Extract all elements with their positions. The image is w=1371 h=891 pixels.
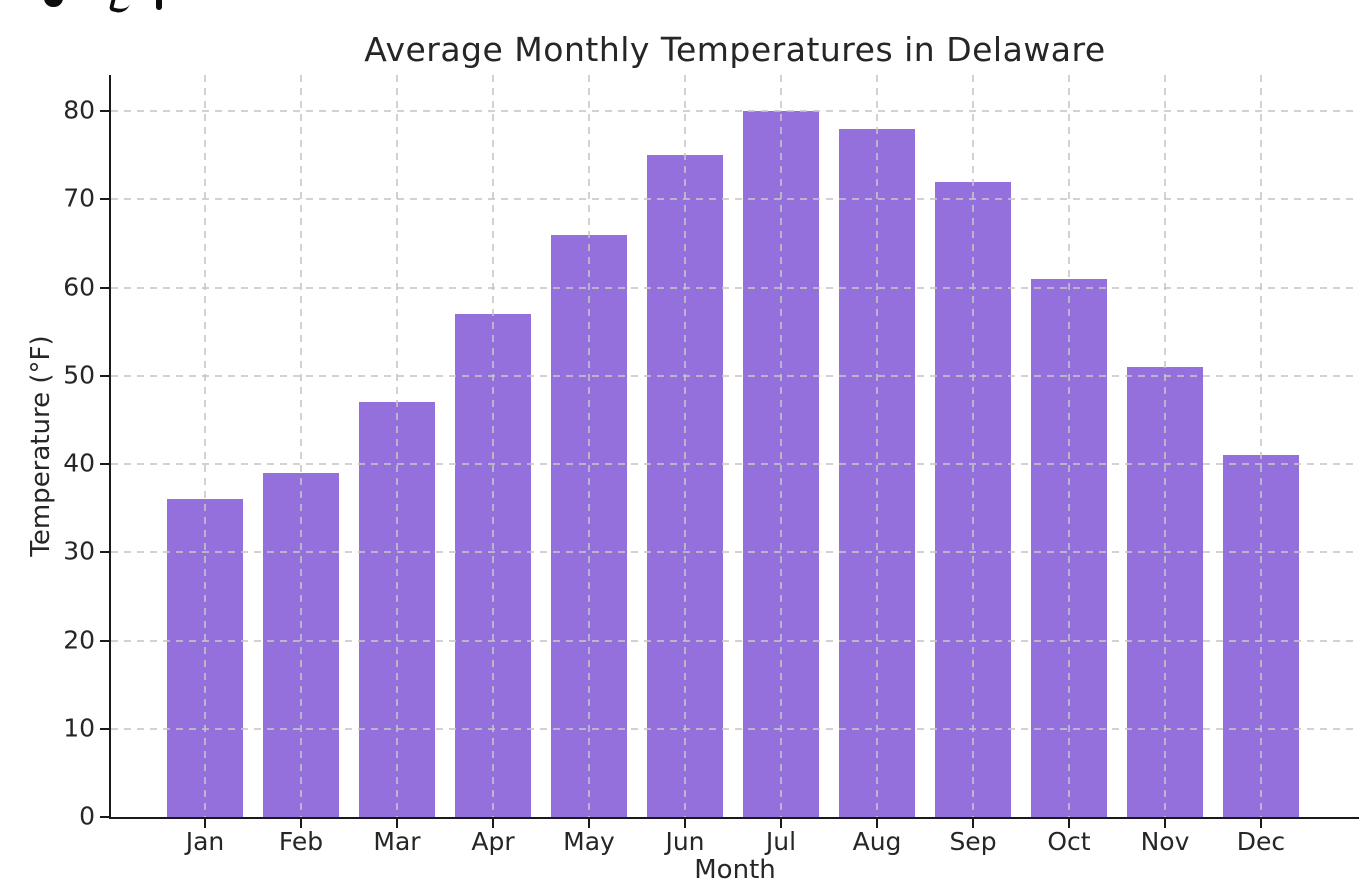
y-axis-spine [109, 75, 111, 819]
y-tick-label-50: 50 [63, 360, 95, 390]
y-tick-40 [100, 463, 109, 466]
y-axis-label: Temperature (°F) [26, 335, 56, 557]
gridline-h-70 [111, 198, 1359, 201]
x-tick-label-oct: Oct [1047, 827, 1091, 856]
x-tick-apr [492, 819, 494, 828]
y-tick-10 [100, 727, 109, 730]
gridline-v-jun [684, 75, 686, 817]
gridline-h-30 [111, 551, 1359, 554]
x-axis-label: Month [694, 855, 776, 885]
y-tick-70 [100, 198, 109, 201]
gridline-h-40 [111, 463, 1359, 466]
x-tick-jan [204, 819, 206, 828]
gridline-v-dec [1260, 75, 1262, 817]
y-tick-60 [100, 286, 109, 289]
y-tick-50 [100, 374, 109, 377]
gridline-h-50 [111, 374, 1359, 377]
x-tick-label-dec: Dec [1236, 827, 1286, 856]
x-tick-label-jun: Jun [665, 827, 705, 856]
y-tick-label-60: 60 [63, 272, 95, 302]
x-tick-dec [1260, 819, 1262, 828]
gridline-h-20 [111, 639, 1359, 642]
gridline-v-mar [396, 75, 398, 817]
x-tick-label-feb: Feb [278, 827, 324, 856]
gridline-v-oct [1068, 75, 1070, 817]
y-tick-20 [100, 639, 109, 642]
y-tick-label-0: 0 [79, 801, 95, 831]
x-axis-spine [109, 817, 1359, 819]
x-tick-label-jul: Jul [765, 827, 797, 856]
x-tick-nov [1164, 819, 1166, 828]
x-tick-label-mar: Mar [373, 827, 421, 856]
x-tick-sep [972, 819, 974, 828]
y-tick-label-70: 70 [63, 184, 95, 214]
y-tick-label-20: 20 [63, 625, 95, 655]
clipped-glyph-descender [44, 0, 63, 7]
x-tick-aug [876, 819, 878, 828]
gridline-v-jul [780, 75, 782, 817]
clipped-glyph-descender [156, 0, 162, 10]
y-tick-label-10: 10 [63, 713, 95, 743]
x-tick-label-apr: Apr [471, 827, 515, 856]
x-tick-label-jan: Jan [185, 827, 225, 856]
y-tick-0 [100, 816, 109, 818]
y-tick-80 [100, 110, 109, 113]
y-tick-label-30: 30 [63, 536, 95, 566]
plot-area: Jan Feb Mar Apr May Jun Jul Aug Sep Oct Nov Dec 0 10 2… [63, 75, 1359, 856]
gridline-v-feb [300, 75, 302, 817]
gridline-v-nov [1164, 75, 1166, 817]
gridline-v-may [588, 75, 590, 817]
chart-title: Average Monthly Temperatures in Delaware [364, 30, 1106, 69]
gridline-h-60 [111, 286, 1359, 289]
y-tick-label-40: 40 [63, 448, 95, 478]
x-tick-mar [396, 819, 398, 828]
x-tick-may [588, 819, 590, 828]
gridline-h-10 [111, 727, 1359, 730]
x-tick-jun [684, 819, 686, 828]
x-tick-label-nov: Nov [1140, 827, 1190, 856]
gridline-h-80 [111, 110, 1359, 113]
x-tick-oct [1068, 819, 1070, 828]
y-tick-30 [100, 551, 109, 554]
x-tick-feb [300, 819, 302, 828]
gridline-v-apr [492, 75, 494, 817]
gridline-v-jan [204, 75, 206, 817]
gridline-v-sep [972, 75, 974, 817]
x-tick-jul [780, 819, 782, 828]
y-tick-label-80: 80 [63, 95, 95, 125]
x-tick-label-aug: Aug [852, 827, 902, 856]
clipped-glyph-descender [108, 0, 133, 15]
gridline-v-aug [876, 75, 878, 817]
x-tick-label-may: May [563, 827, 615, 856]
x-tick-label-sep: Sep [949, 827, 997, 856]
